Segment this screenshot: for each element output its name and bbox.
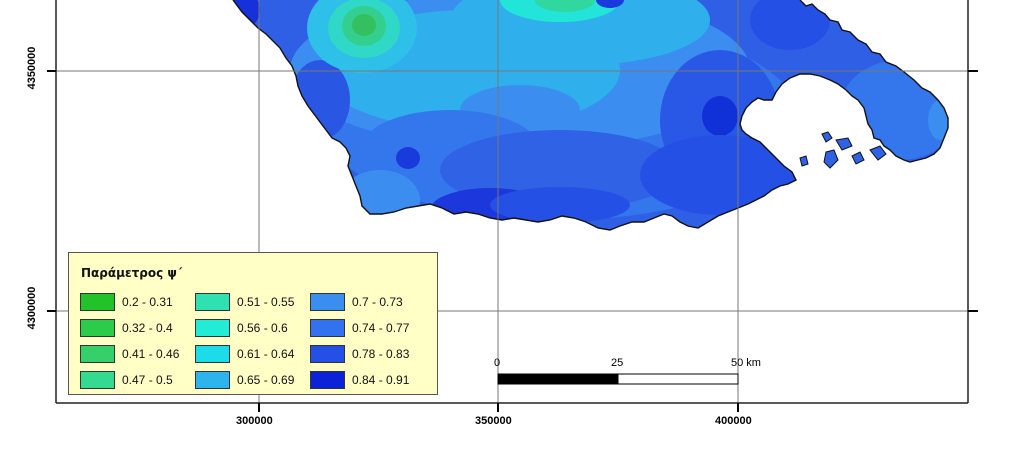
- map-neatline: [55, 0, 969, 404]
- axis-ticks: [47, 70, 978, 412]
- scale-bar: [497, 373, 739, 385]
- legend-swatch: [80, 371, 115, 389]
- legend: Παράμετρος ψ΄ 0.2 - 0.31 0.32 - 0.4 0.41…: [68, 252, 438, 395]
- legend-swatch: [80, 293, 115, 311]
- legend-swatch: [310, 345, 345, 363]
- interpolated-surface: [233, 0, 948, 230]
- legend-swatch: [195, 371, 230, 389]
- scale-label-0: 0: [494, 357, 501, 369]
- legend-label: 0.2 - 0.31: [122, 295, 173, 309]
- scale-label-25: 25: [611, 357, 624, 369]
- y-tick-4300000: 4300000: [26, 286, 38, 330]
- x-tick-350000: 350000: [475, 415, 512, 427]
- legend-swatch: [195, 319, 230, 337]
- legend-label: 0.56 - 0.6: [237, 321, 288, 335]
- x-tick-400000: 400000: [715, 415, 752, 427]
- legend-label: 0.41 - 0.46: [122, 347, 180, 361]
- legend-swatch: [80, 345, 115, 363]
- legend-title: Παράμετρος ψ΄: [81, 266, 183, 280]
- legend-swatch: [195, 293, 230, 311]
- coastline: [232, 0, 949, 231]
- legend-swatch: [310, 319, 345, 337]
- islands: [799, 131, 887, 169]
- legend-label: 0.32 - 0.4: [122, 321, 173, 335]
- legend-swatch: [195, 345, 230, 363]
- legend-label: 0.78 - 0.83: [352, 347, 410, 361]
- legend-label: 0.47 - 0.5: [122, 373, 173, 387]
- legend-label: 0.84 - 0.91: [352, 373, 410, 387]
- y-tick-4350000: 4350000: [26, 46, 38, 90]
- legend-label: 0.51 - 0.55: [237, 295, 295, 309]
- legend-swatch: [310, 293, 345, 311]
- scale-label-50: 50 km: [731, 357, 761, 369]
- legend-label: 0.7 - 0.73: [352, 295, 403, 309]
- x-tick-300000: 300000: [236, 415, 273, 427]
- legend-label: 0.74 - 0.77: [352, 321, 410, 335]
- legend-swatch: [80, 319, 115, 337]
- legend-label: 0.65 - 0.69: [237, 373, 295, 387]
- legend-swatch: [310, 371, 345, 389]
- legend-label: 0.61 - 0.64: [237, 347, 295, 361]
